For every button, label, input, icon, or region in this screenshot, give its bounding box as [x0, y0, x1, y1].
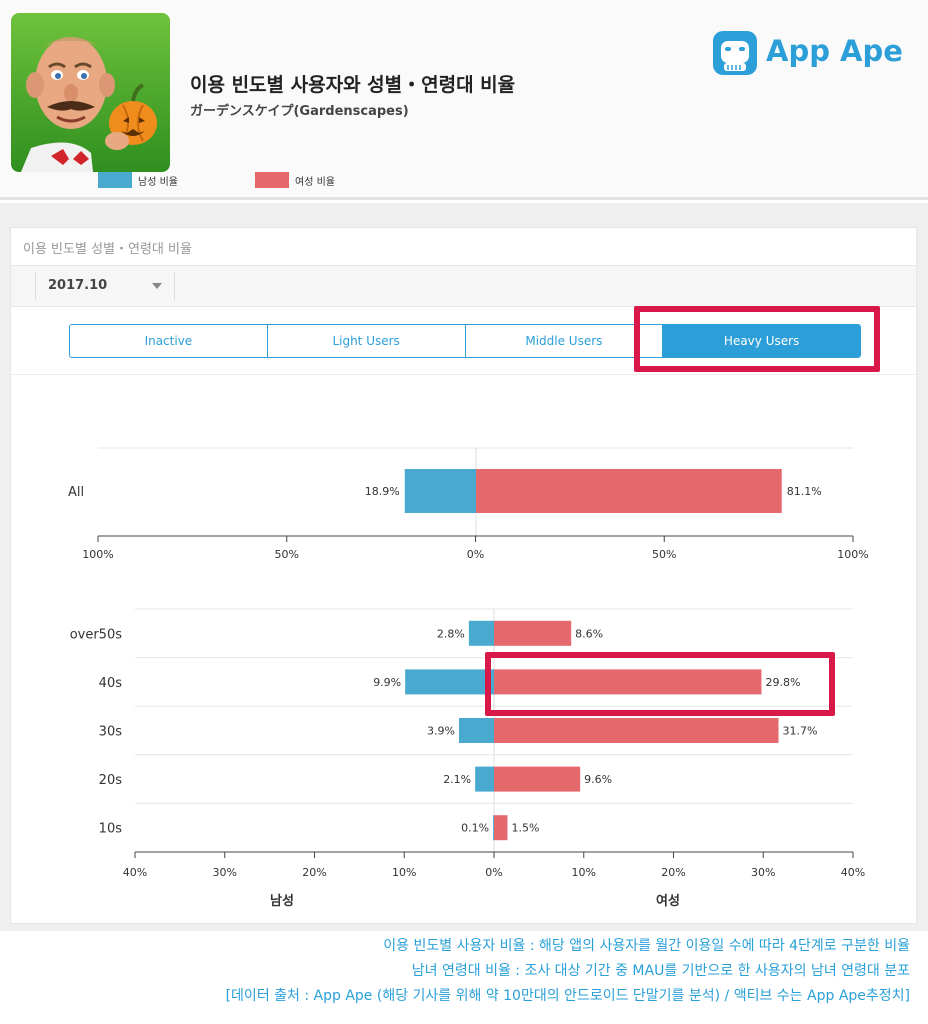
user-segment-tabs: Inactive Light Users Middle Users Heavy …	[69, 324, 861, 358]
x-tick-label: 0%	[485, 866, 502, 879]
tab-light-users[interactable]: Light Users	[268, 325, 466, 357]
legend-male-label: 남성 비율	[138, 176, 178, 188]
footnote-2: 남녀 연령대 비율 : 조사 대상 기간 중 MAU를 기반으로 한 사용자의 …	[411, 963, 910, 979]
divider	[11, 374, 916, 375]
app-name: ガーデンスケイプ(Gardenscapes)	[190, 104, 409, 119]
date-select-value: 2017.10	[48, 278, 108, 293]
female-value-label: 9.6%	[584, 773, 612, 786]
category-label: 10s	[99, 822, 123, 837]
female-bar	[494, 669, 762, 695]
male-bar	[468, 620, 494, 646]
x-tick-label: 30%	[213, 866, 237, 879]
app-ape-monkey-icon	[713, 31, 757, 75]
category-label: 20s	[99, 773, 123, 788]
female-value-label: 8.6%	[575, 627, 603, 640]
page-title: 이용 빈도별 사용자와 성별・연령대 비율	[190, 74, 516, 96]
female-value-label: 81.1%	[787, 485, 822, 498]
legend-male: 남성 비율	[98, 172, 178, 188]
category-label: 40s	[99, 676, 123, 691]
app-icon[interactable]	[11, 13, 170, 172]
x-axis-label-male: 남성	[270, 894, 294, 909]
legend-female: 여성 비율	[255, 172, 335, 188]
female-bar	[476, 469, 782, 513]
male-value-label: 2.8%	[437, 627, 465, 640]
chevron-down-icon	[152, 283, 162, 289]
heavy-users-highlight	[634, 306, 880, 372]
footnote-3: [데이터 출처 : App Ape (해당 기사를 위해 약 10만대의 안드로…	[225, 988, 910, 1004]
brand-name: App Ape	[766, 34, 903, 68]
category-label: All	[68, 485, 84, 500]
x-tick-label: 0%	[467, 548, 484, 561]
date-select[interactable]: 2017.10	[35, 272, 175, 300]
male-value-label: 3.9%	[427, 725, 455, 738]
category-label: 30s	[99, 725, 123, 740]
female-bar	[494, 620, 572, 646]
x-tick-label: 100%	[837, 548, 868, 561]
x-tick-label: 20%	[661, 866, 685, 879]
male-value-label: 2.1%	[443, 773, 471, 786]
app-header: 이용 빈도별 사용자와 성별・연령대 비율 ガーデンスケイプ(Gardensca…	[0, 0, 928, 200]
x-tick-label: 30%	[751, 866, 775, 879]
footnote-1: 이용 빈도별 사용자 비율 : 해당 앱의 사용자를 월간 이용일 수에 따라 …	[383, 938, 910, 954]
x-tick-label: 40%	[123, 866, 147, 879]
category-label: over50s	[70, 627, 123, 642]
tab-heavy-users[interactable]: Heavy Users	[663, 325, 860, 357]
app-ape-logo[interactable]: App Ape	[712, 25, 903, 77]
x-tick-label: 10%	[572, 866, 596, 879]
tab-middle-users[interactable]: Middle Users	[466, 325, 664, 357]
male-value-label: 18.9%	[365, 485, 400, 498]
female-bar	[494, 815, 508, 841]
x-tick-label: 20%	[302, 866, 326, 879]
female-bar	[494, 718, 779, 743]
x-tick-label: 10%	[392, 866, 416, 879]
female-bar	[494, 766, 581, 792]
card-title: 이용 빈도별 성별・연령대 비율	[23, 242, 192, 257]
tab-inactive[interactable]: Inactive	[70, 325, 268, 357]
female-value-label: 31.7%	[783, 725, 818, 738]
male-value-label: 9.9%	[373, 676, 401, 689]
legend-male-swatch	[98, 172, 132, 188]
male-value-label: 0.1%	[461, 822, 489, 835]
male-bar	[493, 815, 495, 841]
forties-highlight	[485, 652, 835, 716]
male-bar	[475, 766, 494, 792]
x-axis-label-female: 여성	[656, 894, 680, 909]
male-bar	[404, 469, 476, 513]
female-value-label: 29.8%	[765, 676, 800, 689]
male-bar	[458, 718, 494, 743]
male-bar	[405, 669, 494, 695]
legend-female-label: 여성 비율	[295, 176, 335, 188]
filter-bar: 2017.10	[11, 265, 916, 307]
female-value-label: 1.5%	[511, 822, 539, 835]
x-tick-label: 40%	[841, 866, 865, 879]
chart-card: 이용 빈도별 성별・연령대 비율 2017.10 Inactive Light …	[10, 227, 917, 924]
x-tick-label: 50%	[652, 548, 676, 561]
x-tick-label: 100%	[82, 548, 113, 561]
legend-female-swatch	[255, 172, 289, 188]
gender-age-chart: 100% 50% 0% 50% 100% All 18.9% 81.1% 40% 30% 20% 10…	[68, 447, 869, 879]
x-tick-label: 50%	[275, 548, 299, 561]
